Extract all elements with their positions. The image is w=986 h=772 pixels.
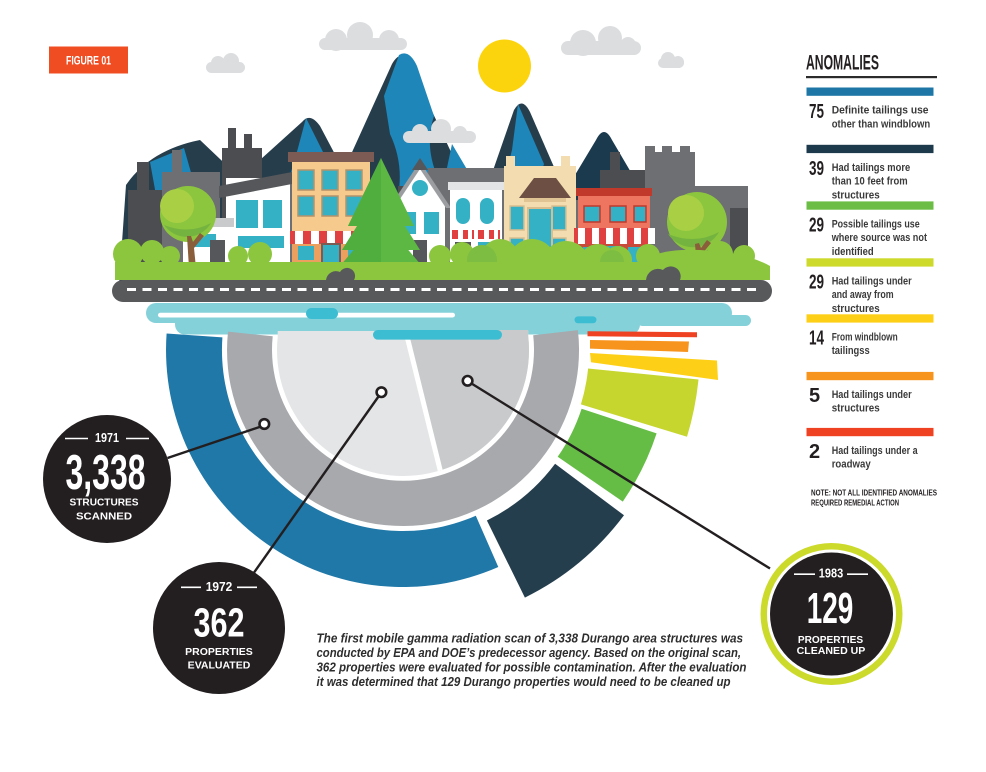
svg-text:Had tailings under: Had tailings under — [832, 275, 913, 287]
svg-text:and away from: and away from — [832, 289, 894, 301]
svg-text:From windblown: From windblown — [832, 331, 898, 343]
svg-text:PROPERTIES: PROPERTIES — [798, 635, 864, 646]
svg-text:Definite tailings use: Definite tailings use — [832, 105, 929, 117]
svg-text:conducted by EPA and DOE’s pre: conducted by EPA and DOE’s predecessor a… — [317, 645, 742, 660]
svg-text:structures: structures — [832, 303, 880, 315]
svg-text:ANOMALIES: ANOMALIES — [806, 51, 879, 75]
svg-text:75: 75 — [809, 101, 824, 123]
svg-text:tailingss: tailingss — [832, 345, 870, 357]
svg-text:39: 39 — [809, 158, 824, 180]
svg-text:EVALUATED: EVALUATED — [188, 661, 251, 672]
svg-text:1971: 1971 — [95, 431, 119, 445]
svg-text:The first mobile gamma radiati: The first mobile gamma radiation scan of… — [317, 631, 744, 646]
svg-text:structures: structures — [832, 403, 880, 415]
svg-text:1983: 1983 — [819, 567, 843, 581]
svg-text:where source was not: where source was not — [831, 232, 927, 244]
svg-text:it was determined that 129 Dur: it was determined that 129 Durango prope… — [317, 674, 731, 689]
svg-text:FIGURE 01: FIGURE 01 — [66, 54, 111, 68]
svg-text:CLEANED UP: CLEANED UP — [797, 646, 866, 657]
svg-text:362 properties were evaluated: 362 properties were evaluated for possib… — [317, 660, 747, 675]
svg-text:129: 129 — [807, 584, 854, 633]
svg-text:2: 2 — [809, 441, 820, 463]
svg-text:than 10 feet from: than 10 feet from — [832, 176, 908, 188]
svg-text:identified: identified — [832, 246, 874, 258]
svg-text:362: 362 — [194, 600, 245, 646]
svg-text:other than windblown: other than windblown — [832, 118, 931, 130]
svg-text:1972: 1972 — [206, 580, 233, 594]
svg-text:5: 5 — [809, 385, 820, 407]
svg-text:Had tailings under a: Had tailings under a — [832, 445, 919, 457]
svg-text:Had tailings under: Had tailings under — [832, 389, 913, 401]
svg-text:3,338: 3,338 — [66, 446, 146, 500]
svg-text:14: 14 — [809, 328, 825, 350]
svg-text:roadway: roadway — [832, 459, 871, 471]
svg-text:NOTE: NOT ALL IDENTIFIED ANOMA: NOTE: NOT ALL IDENTIFIED ANOMALIES — [811, 488, 937, 498]
svg-text:29: 29 — [809, 272, 824, 294]
svg-text:REQUIRED REMEDIAL ACTION: REQUIRED REMEDIAL ACTION — [811, 498, 899, 508]
svg-text:Possible tailings use: Possible tailings use — [832, 218, 920, 230]
svg-text:PROPERTIES: PROPERTIES — [185, 647, 253, 658]
svg-text:Had tailings more: Had tailings more — [832, 162, 911, 174]
svg-text:STRUCTURES: STRUCTURES — [70, 498, 139, 509]
svg-text:29: 29 — [809, 215, 824, 237]
svg-text:SCANNED: SCANNED — [76, 512, 132, 523]
svg-text:structures: structures — [832, 189, 880, 201]
